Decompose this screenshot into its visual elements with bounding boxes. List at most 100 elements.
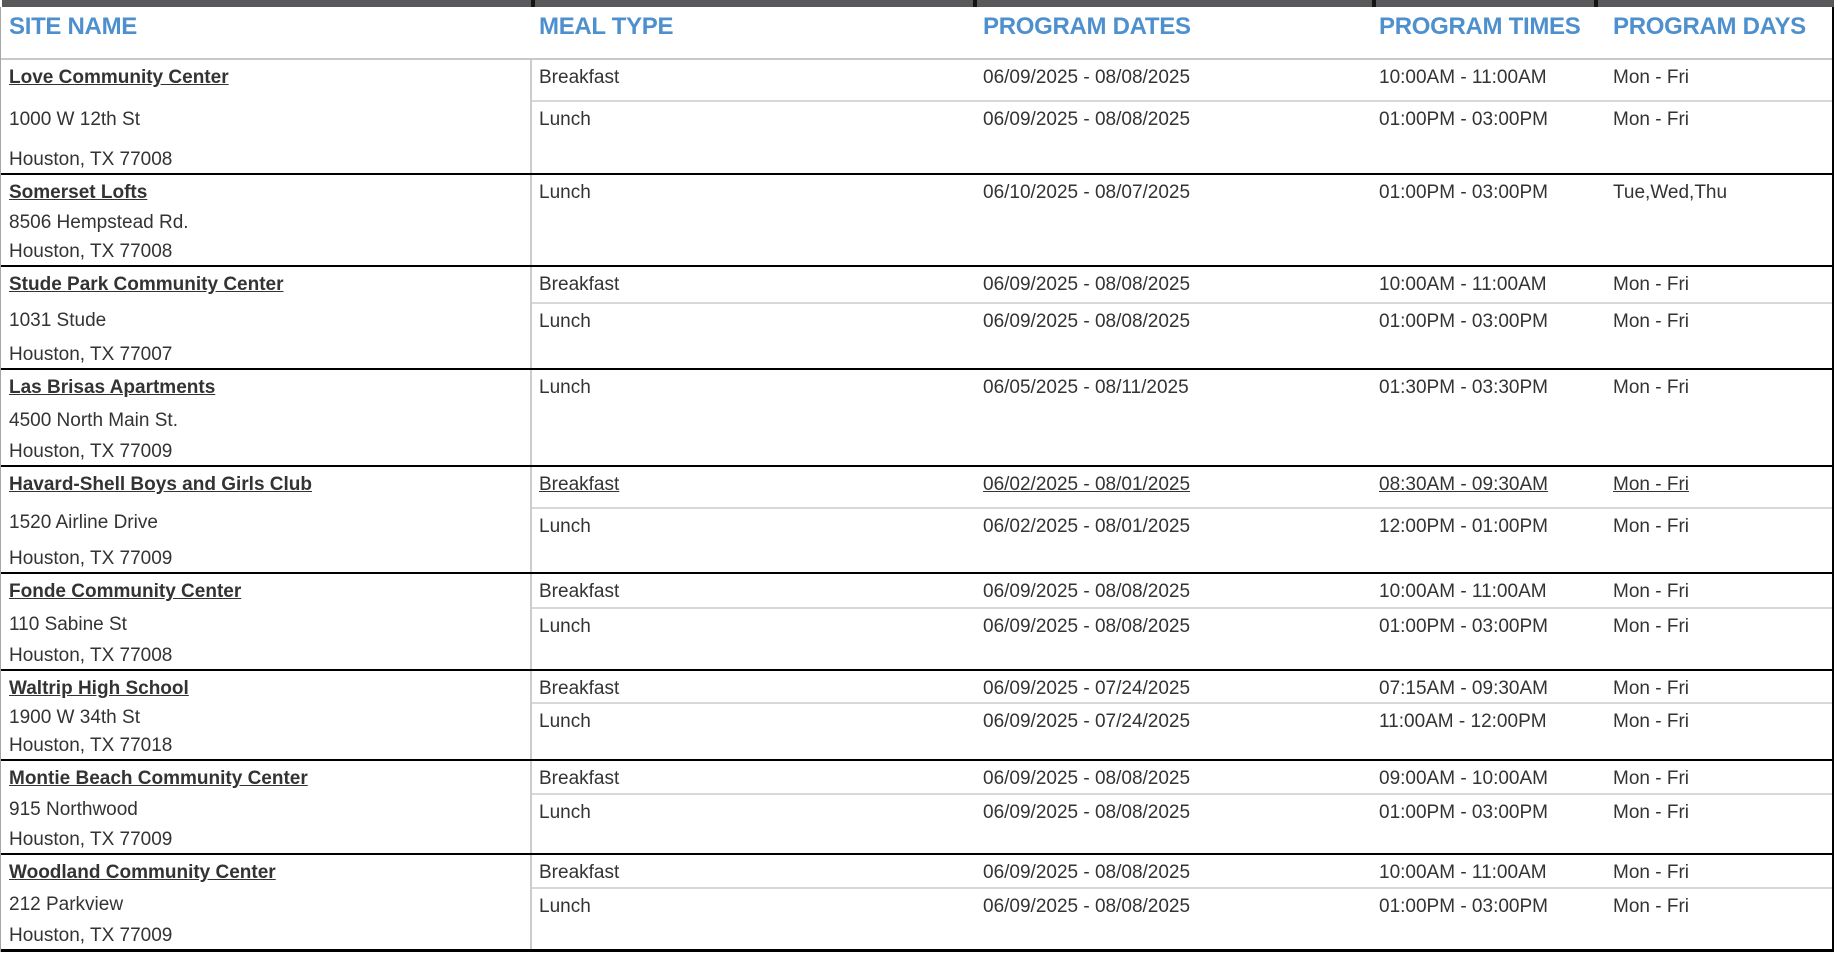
meal-type: Breakfast [539, 768, 620, 789]
meal-row-breakfast: Breakfast 06/09/2025 - 07/24/2025 07:15A… [532, 671, 1832, 704]
site-address-line1: 1000 W 12th St [9, 108, 140, 130]
program-days: Mon - Fri [1613, 377, 1689, 398]
site-address-line1: 915 Northwood [9, 799, 138, 820]
site-address-line1: 8506 Hempstead Rd. [9, 212, 189, 233]
site-group-montie-beach-community-center: Montie Beach Community Center 915 Northw… [1, 761, 1832, 855]
column-divider-tick [1594, 0, 1598, 7]
program-dates: 06/05/2025 - 08/11/2025 [983, 377, 1189, 398]
program-days: Mon - Fri [1613, 274, 1689, 295]
program-times: 10:00AM - 11:00AM [1379, 274, 1547, 295]
site-address-line2: Houston, TX 77009 [9, 925, 173, 946]
program-dates: 06/09/2025 - 08/08/2025 [983, 616, 1191, 637]
program-times: 10:00AM - 11:00AM [1379, 862, 1547, 883]
site-name-link[interactable]: Las Brisas Apartments [9, 377, 216, 398]
site-group-waltrip-high-school: Waltrip High School 1900 W 34th St Houst… [1, 671, 1832, 761]
meal-sites-table: SITE NAME MEAL TYPE PROGRAM DATES PROGRA… [0, 7, 1834, 952]
program-times: 01:00PM - 03:00PM [1379, 802, 1548, 823]
meal-type: Lunch [539, 516, 591, 537]
site-name-link[interactable]: Somerset Lofts [9, 182, 148, 203]
site-group-havard-shell-boys-and-girls-club: Havard-Shell Boys and Girls Club 1520 Ai… [1, 467, 1832, 574]
program-times: 01:00PM - 03:00PM [1379, 616, 1548, 637]
site-address-line1: 1031 Stude [9, 309, 107, 331]
column-header-site-name: SITE NAME [9, 13, 137, 40]
program-times: 07:15AM - 09:30AM [1379, 678, 1548, 699]
table-top-border [2, 0, 1834, 7]
program-days: Mon - Fri [1613, 581, 1689, 602]
site-address-line2: Houston, TX 77018 [9, 735, 173, 756]
site-address-line1: 212 Parkview [9, 894, 124, 915]
meal-rows: Breakfast 06/09/2025 - 07/24/2025 07:15A… [532, 671, 1832, 759]
column-header-program-dates: PROGRAM DATES [983, 13, 1191, 40]
site-address-line2: Houston, TX 77008 [9, 645, 173, 666]
program-days: Mon - Fri [1613, 516, 1689, 537]
site-address-line2: Houston, TX 77008 [9, 241, 173, 262]
program-dates: 06/09/2025 - 08/08/2025 [983, 581, 1191, 602]
meal-rows: Lunch 06/10/2025 - 08/07/2025 01:00PM - … [532, 175, 1832, 265]
meal-type: Breakfast [539, 581, 620, 602]
program-times: 10:00AM - 11:00AM [1379, 67, 1547, 88]
program-dates: 06/09/2025 - 07/24/2025 [983, 678, 1191, 699]
program-days: Mon - Fri [1613, 678, 1689, 699]
program-days: Mon - Fri [1613, 768, 1689, 789]
site-info-cell: Fonde Community Center 110 Sabine St Hou… [1, 574, 532, 669]
program-times: 01:00PM - 03:00PM [1379, 182, 1548, 203]
meal-rows: Breakfast 06/09/2025 - 08/08/2025 10:00A… [532, 574, 1832, 669]
site-address-line1: 1900 W 34th St [9, 707, 140, 728]
program-times: 01:00PM - 03:00PM [1379, 311, 1548, 332]
site-group-fonde-community-center: Fonde Community Center 110 Sabine St Hou… [1, 574, 1832, 671]
meal-type: Breakfast [539, 274, 620, 295]
meal-row-lunch: Lunch 06/09/2025 - 08/08/2025 01:00PM - … [532, 889, 1832, 949]
meal-type: Lunch [539, 377, 591, 398]
meal-row-lunch: Lunch 06/09/2025 - 08/08/2025 01:00PM - … [532, 609, 1832, 669]
meal-row-breakfast: Breakfast 06/09/2025 - 08/08/2025 10:00A… [532, 267, 1832, 304]
site-name-link[interactable]: Fonde Community Center [9, 581, 242, 602]
meal-type: Lunch [539, 311, 591, 332]
site-group-somerset-lofts: Somerset Lofts 8506 Hempstead Rd. Housto… [1, 175, 1832, 267]
site-name-link[interactable]: Love Community Center [9, 67, 229, 88]
program-days: Mon - Fri [1613, 711, 1689, 732]
site-address-line2: Houston, TX 77009 [9, 441, 173, 462]
meal-rows: Breakfast 06/09/2025 - 08/08/2025 10:00A… [532, 855, 1832, 949]
meal-type: Lunch [539, 109, 591, 130]
program-days[interactable]: Mon - Fri [1613, 474, 1689, 495]
meal-type: Breakfast [539, 862, 620, 883]
program-days: Mon - Fri [1613, 896, 1689, 917]
site-address-line1: 1520 Airline Drive [9, 511, 158, 533]
site-group-love-community-center: Love Community Center 1000 W 12th St Hou… [1, 60, 1832, 175]
program-times: 01:00PM - 03:00PM [1379, 896, 1548, 917]
site-name-link[interactable]: Stude Park Community Center [9, 274, 284, 295]
site-name-link[interactable]: Havard-Shell Boys and Girls Club [9, 474, 313, 495]
site-name-link[interactable]: Waltrip High School [9, 678, 189, 699]
column-divider-tick [973, 0, 977, 7]
meal-rows: Breakfast 06/02/2025 - 08/01/2025 08:30A… [532, 467, 1832, 572]
program-dates: 06/09/2025 - 08/08/2025 [983, 802, 1191, 823]
column-header-program-days: PROGRAM DAYS [1613, 13, 1806, 40]
program-times[interactable]: 08:30AM - 09:30AM [1379, 474, 1548, 495]
meal-type: Lunch [539, 182, 591, 203]
program-days: Mon - Fri [1613, 109, 1689, 130]
site-info-cell: Montie Beach Community Center 915 Northw… [1, 761, 532, 853]
program-dates: 06/09/2025 - 08/08/2025 [983, 768, 1191, 789]
column-header-program-times: PROGRAM TIMES [1379, 13, 1581, 40]
site-name-link[interactable]: Montie Beach Community Center [9, 768, 308, 789]
meal-type: Lunch [539, 711, 591, 732]
site-group-woodland-community-center: Woodland Community Center 212 Parkview H… [1, 855, 1832, 952]
meal-rows: Breakfast 06/09/2025 - 08/08/2025 10:00A… [532, 267, 1832, 368]
meal-row-lunch: Lunch 06/09/2025 - 08/08/2025 01:00PM - … [532, 795, 1832, 853]
meal-row-lunch: Lunch 06/05/2025 - 08/11/2025 01:30PM - … [532, 370, 1832, 465]
program-days: Mon - Fri [1613, 862, 1689, 883]
program-times: 12:00PM - 01:00PM [1379, 516, 1548, 537]
site-info-cell: Havard-Shell Boys and Girls Club 1520 Ai… [1, 467, 532, 572]
meal-row-lunch: Lunch 06/10/2025 - 08/07/2025 01:00PM - … [532, 175, 1832, 265]
meal-row-breakfast-highlighted[interactable]: Breakfast 06/02/2025 - 08/01/2025 08:30A… [532, 467, 1832, 509]
meal-row-breakfast: Breakfast 06/09/2025 - 08/08/2025 10:00A… [532, 574, 1832, 609]
meal-type[interactable]: Breakfast [539, 474, 620, 495]
meal-row-lunch: Lunch 06/09/2025 - 08/08/2025 01:00PM - … [532, 102, 1832, 173]
site-info-cell: Stude Park Community Center 1031 Stude H… [1, 267, 532, 368]
program-dates[interactable]: 06/02/2025 - 08/01/2025 [983, 474, 1191, 495]
meal-row-breakfast: Breakfast 06/09/2025 - 08/08/2025 10:00A… [532, 855, 1832, 889]
program-days: Tue,Wed,Thu [1613, 182, 1728, 203]
site-address-line1: 4500 North Main St. [9, 409, 178, 431]
site-name-link[interactable]: Woodland Community Center [9, 862, 276, 883]
